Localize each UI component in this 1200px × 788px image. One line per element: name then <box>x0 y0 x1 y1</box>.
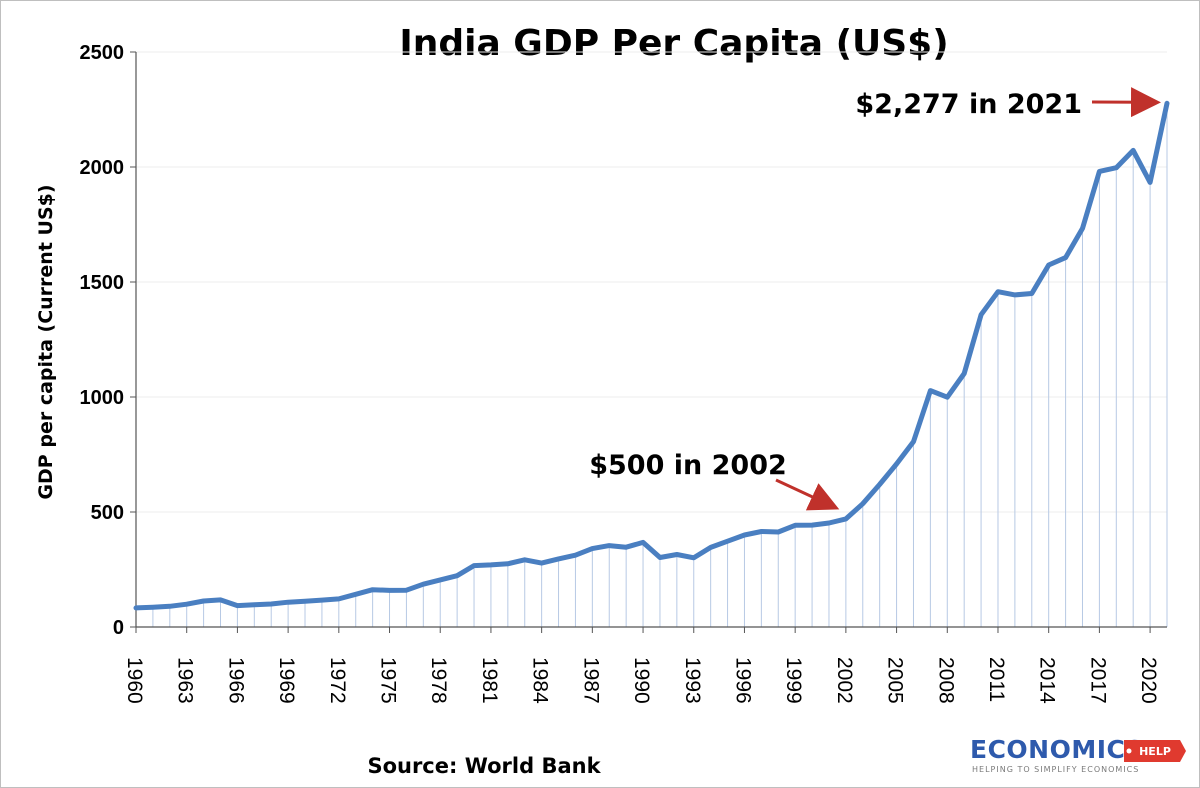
x-tick-label: 1966 <box>224 657 247 704</box>
x-tick-label: 1993 <box>681 657 704 704</box>
axes <box>135 52 1167 628</box>
x-tick-label: 1969 <box>275 657 298 704</box>
economics-help-logo: ECONOMICS HELP HELPING TO SIMPLIFY ECONO… <box>970 735 1186 774</box>
x-tick-label: 2017 <box>1086 657 1109 704</box>
chart-title: India GDP Per Capita (US$) <box>399 23 948 64</box>
x-tick-label: 2020 <box>1137 657 1160 704</box>
y-axis-title: GDP per capita (Current US$) <box>35 184 57 499</box>
x-tick-label: 1975 <box>377 657 400 704</box>
x-tick-label: 1990 <box>630 657 653 704</box>
x-tick-label: 1972 <box>326 657 349 704</box>
y-tick-label: 2000 <box>80 157 125 179</box>
source-note: Source: World Bank <box>367 754 601 778</box>
y-tick-label: 0 <box>113 617 124 639</box>
y-tick-label: 500 <box>91 502 124 524</box>
x-tick-label: 1963 <box>174 657 197 704</box>
logo-badge-text: HELP <box>1139 745 1171 758</box>
logo-name: ECONOMICS <box>970 735 1144 764</box>
annotations: $500 in 2002 $2,277 in 2021 <box>589 87 1161 511</box>
y-tick-label: 1000 <box>80 387 125 409</box>
x-tick-label: 1987 <box>579 657 602 704</box>
x-tick-label: 2011 <box>985 657 1008 702</box>
y-axis-ticks: 0 500 1000 1500 2000 2500 <box>80 42 136 639</box>
x-axis-ticks: 1960 1963 1966 1969 1972 1975 1978 1981 1984 1987… <box>123 627 1160 704</box>
x-tick-label: 1996 <box>731 657 754 704</box>
y-tick-label: 2500 <box>80 42 125 64</box>
y-tick-label: 1500 <box>80 272 125 294</box>
series-gdp-per-capita <box>133 100 1170 611</box>
x-tick-label: 2008 <box>934 657 957 704</box>
x-tick-label: 2005 <box>884 657 907 704</box>
logo-tagline: HELPING TO SIMPLIFY ECONOMICS <box>972 765 1139 774</box>
x-tick-label: 1984 <box>529 657 552 704</box>
annotation-2021-label: $2,277 in 2021 <box>855 89 1082 120</box>
annotation-2002-arrow <box>775 478 840 511</box>
area-fill-lines <box>152 103 1168 627</box>
logo-badge <box>1124 740 1186 762</box>
annotation-2002-label: $500 in 2002 <box>589 450 787 481</box>
logo-badge-hole <box>1126 748 1132 754</box>
x-tick-label: 2014 <box>1036 657 1059 704</box>
x-tick-label: 1960 <box>123 657 146 704</box>
series-line <box>133 100 1170 611</box>
x-tick-label: 2002 <box>833 657 856 704</box>
x-tick-label: 1978 <box>427 657 450 704</box>
x-tick-label: 1981 <box>478 657 501 704</box>
grid-lines <box>136 51 1167 513</box>
x-tick-label: 1999 <box>782 657 805 704</box>
